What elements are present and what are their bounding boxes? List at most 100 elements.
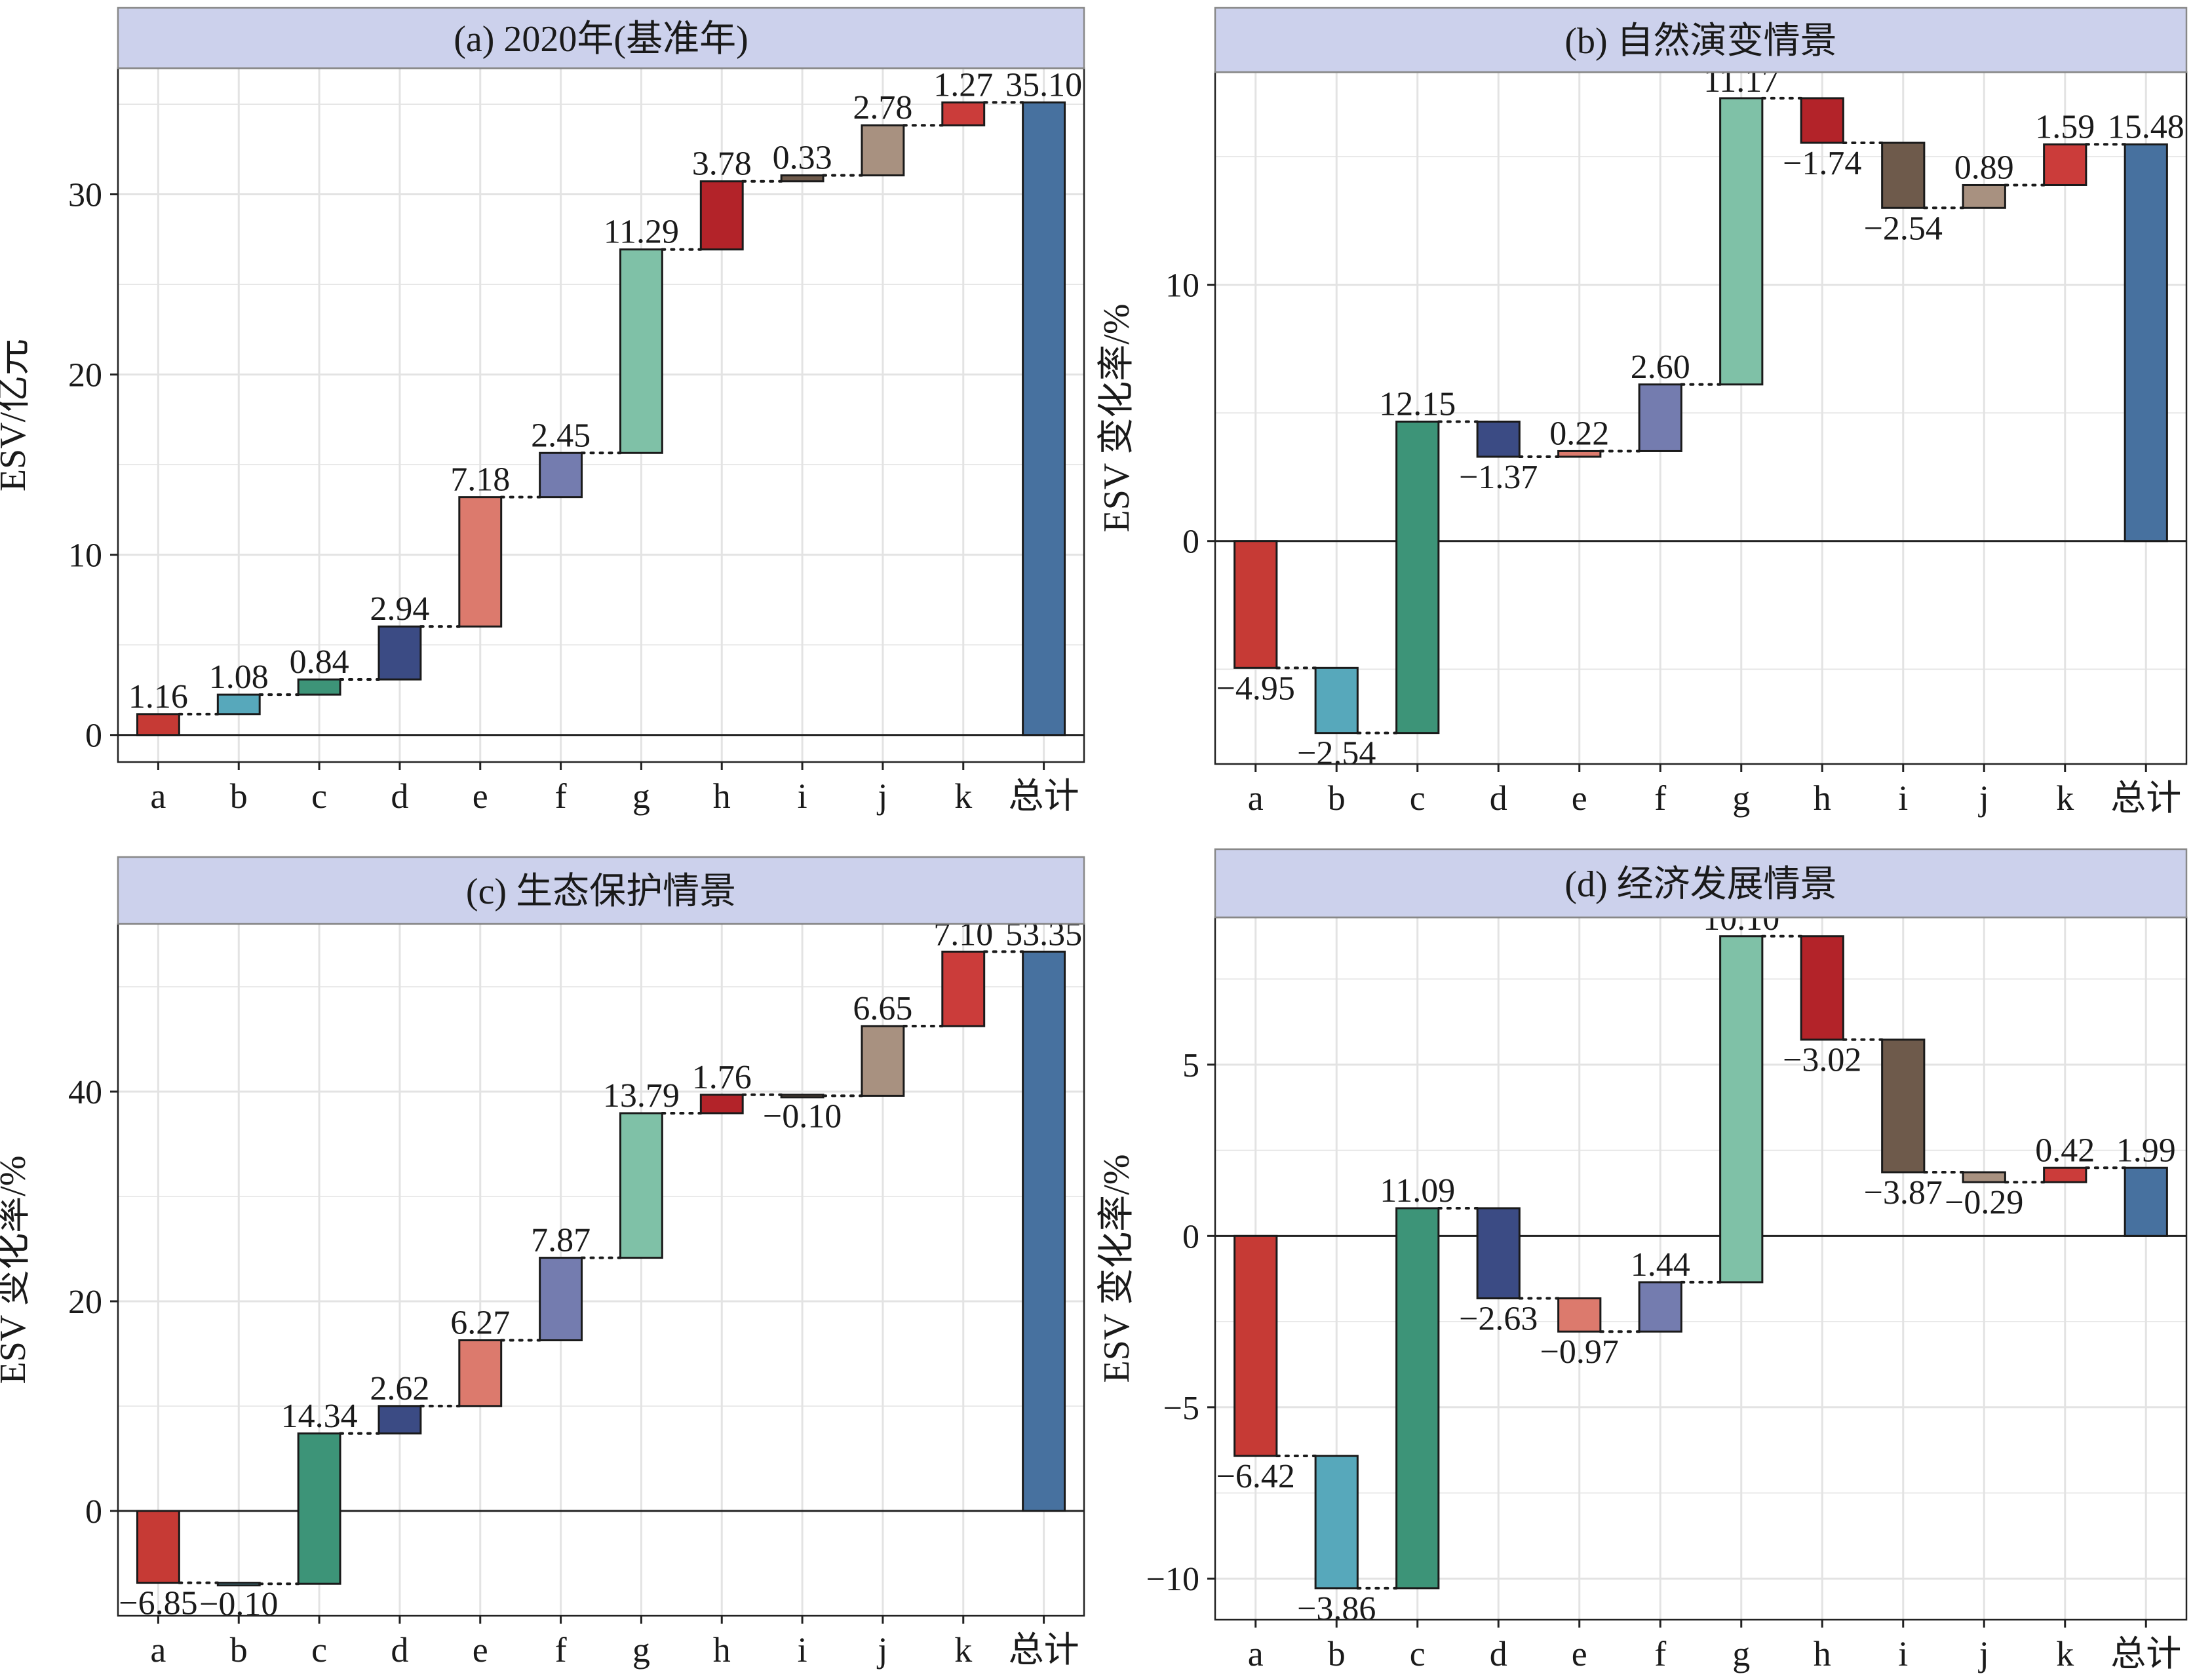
panel-b: −4.95−2.5412.15−1.370.222.6011.17−1.74−2…: [1096, 7, 2188, 818]
plot-background: [1215, 72, 2186, 764]
x-tick-label-b: b: [1328, 1634, 1346, 1673]
value-label-f: 1.44: [1631, 1246, 1690, 1284]
y-tick-label: 40: [68, 1074, 102, 1111]
x-tick-label-k: k: [2056, 778, 2074, 818]
bar-总计: [2124, 143, 2168, 543]
value-label-e: 0.22: [1549, 415, 1609, 452]
plot-background: [118, 924, 1084, 1616]
value-label-d: −1.37: [1459, 459, 1538, 496]
bar-总计: [1022, 101, 1066, 736]
bar-b: [216, 1582, 261, 1587]
y-tick-label: 10: [68, 537, 102, 575]
x-tick-label-d: d: [1490, 778, 1507, 818]
x-tick-label-k: k: [2056, 1634, 2074, 1673]
value-label-f: 7.87: [531, 1222, 591, 1259]
value-label-i: −3.87: [1864, 1174, 1943, 1212]
bar-i: [1881, 142, 1926, 209]
value-label-j: 6.65: [853, 990, 912, 1027]
y-axis-label: ESV/亿元: [0, 339, 33, 491]
value-label-i: −2.54: [1864, 210, 1943, 247]
x-tick-label-总计: 总计: [1009, 776, 1079, 816]
value-label-h: −1.74: [1783, 145, 1861, 182]
bar-f: [1638, 383, 1682, 452]
x-tick-label-i: i: [1898, 1634, 1908, 1673]
value-label-j: 2.78: [853, 89, 912, 126]
x-tick-label-d: d: [1490, 1634, 1507, 1673]
value-label-g: 13.79: [603, 1077, 680, 1115]
panel-strip: [1214, 848, 2188, 919]
y-tick-label: 0: [85, 1493, 102, 1531]
y-tick-label: 0: [85, 717, 102, 755]
bar-j: [861, 124, 905, 177]
panel-strip: [117, 7, 1085, 69]
bar-j: [861, 1025, 905, 1097]
bar-h: [1800, 935, 1844, 1041]
x-tick-label-b: b: [1328, 778, 1346, 818]
x-tick-label-g: g: [632, 776, 650, 816]
bar-e: [458, 496, 503, 628]
x-tick-label-e: e: [473, 776, 488, 816]
panel-title: (b) 自然演变情景: [1564, 21, 1836, 62]
value-label-e: 6.27: [450, 1305, 510, 1342]
bar-g: [619, 1112, 663, 1259]
panel-strip: [1214, 7, 2188, 73]
x-tick-label-a: a: [150, 1630, 166, 1670]
value-label-a: −6.42: [1216, 1458, 1295, 1495]
x-tick-label-g: g: [1732, 778, 1750, 818]
bar-k: [2043, 143, 2087, 186]
bar-e: [1557, 449, 1602, 458]
x-tick-label-c: c: [1410, 778, 1426, 818]
value-label-a: 1.16: [128, 678, 188, 716]
bar-e: [1557, 1297, 1602, 1333]
x-tick-label-j: j: [876, 776, 887, 816]
plot-background: [1215, 917, 2186, 1620]
x-tick-label-c: c: [311, 1630, 327, 1670]
y-tick-label: −10: [1146, 1561, 1199, 1598]
value-label-总计: 35.10: [1005, 66, 1082, 104]
y-tick-label: 10: [1165, 267, 1199, 305]
panel-title: (d) 经济发展情景: [1564, 864, 1836, 905]
x-tick-label-a: a: [1248, 1634, 1264, 1673]
value-label-f: 2.45: [531, 417, 591, 454]
bar-i: [1881, 1039, 1926, 1174]
x-tick-label-i: i: [798, 776, 807, 816]
value-label-e: 7.18: [450, 461, 510, 499]
x-tick-label-h: h: [1814, 1634, 1831, 1673]
value-label-h: 1.76: [692, 1059, 752, 1096]
bar-b: [1314, 1455, 1359, 1590]
x-tick-label-总计: 总计: [1009, 1630, 1079, 1670]
panel-strip: [117, 856, 1085, 925]
bar-a: [136, 1510, 180, 1584]
y-tick-label: 20: [68, 1284, 102, 1321]
x-tick-label-k: k: [954, 776, 972, 816]
x-tick-label-b: b: [230, 1630, 248, 1670]
x-tick-label-k: k: [954, 1630, 972, 1670]
value-label-k: 1.59: [2035, 108, 2095, 145]
x-tick-label-e: e: [473, 1630, 488, 1670]
value-label-i: −0.10: [763, 1098, 842, 1135]
bar-k: [941, 101, 986, 126]
bar-f: [539, 451, 583, 499]
y-tick-label: −5: [1163, 1390, 1199, 1427]
panel-d: −6.42−3.8611.09−2.63−0.971.4410.10−3.02−…: [1096, 848, 2188, 1673]
bar-g: [619, 248, 663, 454]
x-tick-label-a: a: [1248, 778, 1264, 818]
x-tick-label-f: f: [1654, 778, 1666, 818]
value-label-k: 1.27: [933, 66, 993, 104]
value-label-c: 0.84: [290, 643, 349, 681]
bar-d: [378, 625, 422, 681]
value-label-a: −4.95: [1216, 670, 1295, 707]
value-label-c: 14.34: [281, 1398, 358, 1435]
x-tick-label-f: f: [1654, 1634, 1666, 1673]
x-tick-label-f: f: [555, 776, 567, 816]
value-label-c: 12.15: [1379, 385, 1456, 423]
value-label-h: 3.78: [692, 145, 752, 183]
value-label-h: −3.02: [1783, 1042, 1861, 1079]
panel-title: (a) 2020年(基准年): [454, 19, 748, 60]
x-tick-label-j: j: [1978, 1634, 1989, 1673]
x-tick-label-e: e: [1572, 1634, 1587, 1673]
bar-b: [1314, 666, 1359, 735]
bar-i: [780, 1094, 825, 1099]
bar-h: [699, 1094, 744, 1115]
value-label-i: 0.33: [773, 140, 832, 177]
